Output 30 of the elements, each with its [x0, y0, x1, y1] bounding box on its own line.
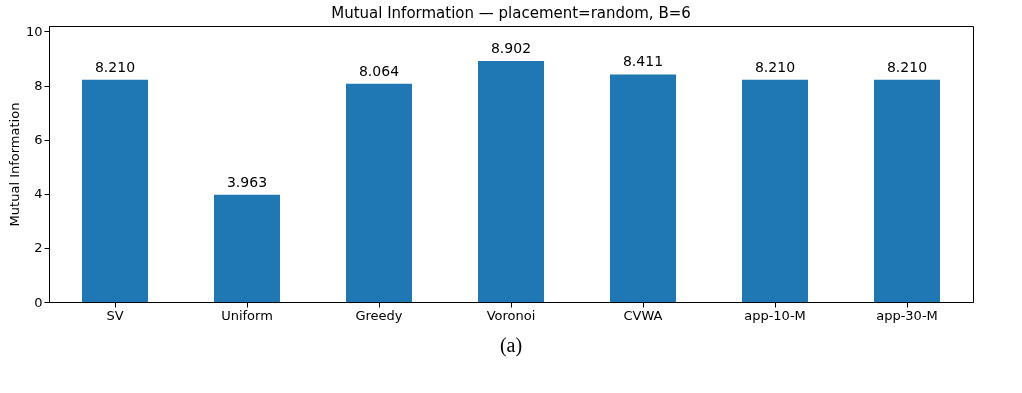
bar	[478, 61, 544, 302]
data-label: 8.411	[622, 53, 664, 70]
bar	[742, 79, 808, 302]
x-tick-label: Greedy	[355, 307, 403, 323]
bar	[214, 194, 280, 302]
x-tick-label: Uniform	[221, 307, 273, 323]
chart-title: Mutual Information — placement=random, B=6	[331, 4, 691, 23]
data-label: 8.210	[754, 58, 796, 75]
y-tick-label: 8	[34, 78, 43, 94]
bar	[82, 79, 148, 302]
x-tick-label: Voronoi	[486, 307, 536, 323]
x-tick-label: SV	[106, 307, 124, 323]
bar	[610, 74, 676, 302]
bar	[346, 83, 412, 302]
y-tick-label: 2	[34, 240, 43, 256]
x-tick-label: CVWA	[623, 307, 663, 323]
data-label: 8.902	[490, 40, 532, 57]
data-label: 3.963	[226, 173, 268, 190]
text: (a)	[498, 334, 524, 357]
y-tick-label: 10	[25, 23, 43, 39]
data-label: 8.210	[94, 58, 136, 75]
x-tick-label: app-30-M	[876, 307, 938, 323]
y-tick-label: 6	[34, 132, 43, 148]
data-label: 8.064	[358, 62, 400, 79]
x-tick-label: app-10-M	[744, 307, 806, 323]
y-tick-label: 4	[34, 186, 43, 202]
data-label: 8.210	[886, 58, 928, 75]
y-tick-label: 0	[34, 294, 43, 310]
bar	[874, 79, 940, 302]
y-axis-title: Mutual Information	[6, 102, 22, 227]
